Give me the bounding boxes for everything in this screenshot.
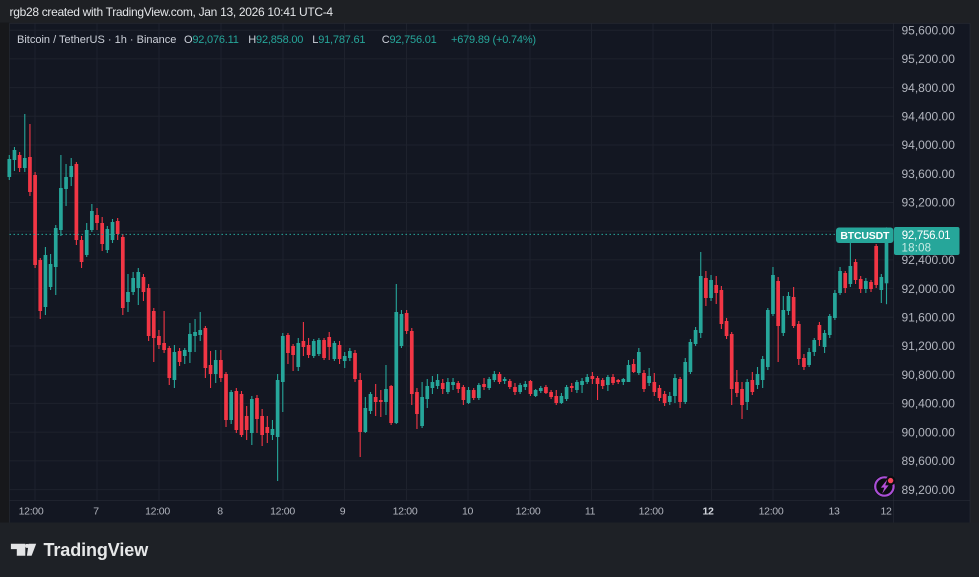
svg-text:8: 8 — [217, 506, 223, 518]
svg-text:92,756.01: 92,756.01 — [902, 230, 950, 242]
svg-text:C92,756.01: C92,756.01 — [382, 34, 437, 46]
svg-text:95,200.00: 95,200.00 — [902, 52, 956, 66]
svg-text:91,600.00: 91,600.00 — [902, 311, 956, 325]
svg-text:18:08: 18:08 — [902, 243, 932, 255]
svg-text:10: 10 — [462, 506, 474, 518]
svg-text:95,600.00: 95,600.00 — [902, 23, 956, 37]
svg-text:13: 13 — [828, 506, 840, 518]
svg-text:12: 12 — [702, 506, 714, 518]
svg-text:Bitcoin / TetherUS · 1h · Bina: Bitcoin / TetherUS · 1h · Binance — [17, 34, 176, 46]
svg-text:92,000.00: 92,000.00 — [902, 282, 956, 296]
svg-text:89,200.00: 89,200.00 — [902, 483, 956, 497]
svg-text:7: 7 — [93, 506, 99, 518]
svg-text:TradingView: TradingView — [44, 540, 150, 560]
svg-text:rgb28 created with TradingView: rgb28 created with TradingView.com, Jan … — [10, 5, 334, 19]
svg-text:12:00: 12:00 — [270, 506, 295, 518]
svg-text:+679.89 (+0.74%): +679.89 (+0.74%) — [451, 34, 536, 46]
svg-text:93,200.00: 93,200.00 — [902, 196, 956, 210]
svg-text:12:00: 12:00 — [759, 506, 784, 518]
svg-text:11: 11 — [585, 506, 596, 518]
svg-text:89,600.00: 89,600.00 — [902, 454, 956, 468]
svg-text:12:00: 12:00 — [639, 506, 664, 518]
svg-text:92,400.00: 92,400.00 — [902, 253, 956, 267]
svg-text:12:00: 12:00 — [19, 506, 44, 518]
svg-text:93,600.00: 93,600.00 — [902, 167, 956, 181]
svg-text:90,000.00: 90,000.00 — [902, 425, 956, 439]
svg-text:9: 9 — [340, 506, 346, 518]
svg-text:BTCUSDT: BTCUSDT — [840, 230, 890, 242]
svg-text:12: 12 — [880, 506, 892, 518]
svg-text:94,400.00: 94,400.00 — [902, 110, 956, 124]
svg-text:L91,787.61: L91,787.61 — [312, 34, 365, 46]
svg-text:94,000.00: 94,000.00 — [902, 138, 956, 152]
svg-text:90,800.00: 90,800.00 — [902, 368, 956, 382]
svg-text:90,400.00: 90,400.00 — [902, 397, 956, 411]
svg-text:12:00: 12:00 — [393, 506, 418, 518]
svg-text:O92,076.11: O92,076.11 — [184, 34, 239, 46]
svg-text:H92,858.00: H92,858.00 — [248, 34, 303, 46]
svg-text:94,800.00: 94,800.00 — [902, 81, 956, 95]
svg-text:12:00: 12:00 — [145, 506, 170, 518]
svg-text:12:00: 12:00 — [516, 506, 541, 518]
svg-text:91,200.00: 91,200.00 — [902, 339, 956, 353]
